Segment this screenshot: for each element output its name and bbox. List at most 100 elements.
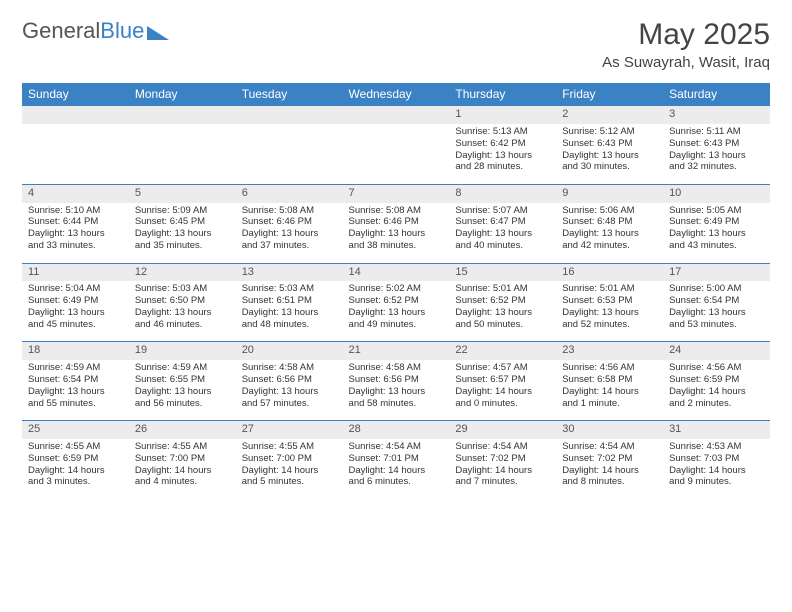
day-number: 11: [22, 264, 129, 282]
day-cell-number: 26: [129, 421, 236, 439]
day-number: 21: [343, 342, 450, 360]
day-cell-detail: Sunrise: 4:56 AMSunset: 6:58 PMDaylight:…: [556, 360, 663, 421]
day-cell-detail: Sunrise: 5:05 AMSunset: 6:49 PMDaylight:…: [663, 203, 770, 264]
sunrise-text: Sunrise: 4:56 AM: [669, 362, 764, 374]
sunrise-text: Sunrise: 4:59 AM: [135, 362, 230, 374]
daylight-text: Daylight: 14 hours and 1 minute.: [562, 386, 657, 410]
day-number: 27: [236, 421, 343, 439]
sunrise-text: Sunrise: 5:07 AM: [455, 205, 550, 217]
sunrise-text: Sunrise: 5:00 AM: [669, 283, 764, 295]
daynum-row: 11121314151617: [22, 263, 770, 281]
day-cell-number: 8: [449, 184, 556, 202]
daylight-text: Daylight: 13 hours and 58 minutes.: [349, 386, 444, 410]
day-number: [236, 106, 343, 124]
sunset-text: Sunset: 7:00 PM: [135, 453, 230, 465]
day-cell-detail: [129, 124, 236, 185]
sunrise-text: Sunrise: 4:58 AM: [242, 362, 337, 374]
daylight-text: Daylight: 13 hours and 38 minutes.: [349, 228, 444, 252]
day-cell-detail: Sunrise: 5:02 AMSunset: 6:52 PMDaylight:…: [343, 281, 450, 342]
weekday-header: Friday: [556, 83, 663, 106]
daynum-row: 25262728293031: [22, 421, 770, 439]
daynum-row: 45678910: [22, 184, 770, 202]
day-cell-number: 16: [556, 263, 663, 281]
day-number: [343, 106, 450, 124]
day-cell-number: 24: [663, 342, 770, 360]
daylight-text: Daylight: 14 hours and 4 minutes.: [135, 465, 230, 489]
title-block: May 2025 As Suwayrah, Wasit, Iraq: [602, 18, 770, 71]
day-number: 5: [129, 185, 236, 203]
day-cell-detail: Sunrise: 4:53 AMSunset: 7:03 PMDaylight:…: [663, 439, 770, 499]
sunrise-text: Sunrise: 5:12 AM: [562, 126, 657, 138]
day-cell-detail: Sunrise: 5:12 AMSunset: 6:43 PMDaylight:…: [556, 124, 663, 185]
day-cell-detail: Sunrise: 5:13 AMSunset: 6:42 PMDaylight:…: [449, 124, 556, 185]
sunset-text: Sunset: 7:02 PM: [562, 453, 657, 465]
logo: GeneralBlue: [22, 18, 169, 44]
day-detail: Sunrise: 5:11 AMSunset: 6:43 PMDaylight:…: [663, 124, 770, 184]
day-cell-number: [236, 106, 343, 124]
day-cell-number: 12: [129, 263, 236, 281]
day-number: 26: [129, 421, 236, 439]
day-cell-number: 10: [663, 184, 770, 202]
sunset-text: Sunset: 6:56 PM: [242, 374, 337, 386]
day-cell-detail: Sunrise: 4:58 AMSunset: 6:56 PMDaylight:…: [343, 360, 450, 421]
day-cell-detail: Sunrise: 4:59 AMSunset: 6:54 PMDaylight:…: [22, 360, 129, 421]
day-cell-detail: Sunrise: 4:58 AMSunset: 6:56 PMDaylight:…: [236, 360, 343, 421]
sunset-text: Sunset: 7:01 PM: [349, 453, 444, 465]
day-detail: Sunrise: 5:08 AMSunset: 6:46 PMDaylight:…: [343, 203, 450, 263]
day-detail: Sunrise: 4:58 AMSunset: 6:56 PMDaylight:…: [343, 360, 450, 420]
day-cell-detail: Sunrise: 4:55 AMSunset: 7:00 PMDaylight:…: [129, 439, 236, 499]
day-cell-detail: Sunrise: 4:54 AMSunset: 7:02 PMDaylight:…: [449, 439, 556, 499]
daylight-text: Daylight: 13 hours and 55 minutes.: [28, 386, 123, 410]
day-detail: Sunrise: 5:13 AMSunset: 6:42 PMDaylight:…: [449, 124, 556, 184]
daylight-text: Daylight: 13 hours and 35 minutes.: [135, 228, 230, 252]
day-cell-number: 29: [449, 421, 556, 439]
day-cell-number: 28: [343, 421, 450, 439]
day-cell-number: 23: [556, 342, 663, 360]
header: GeneralBlue May 2025 As Suwayrah, Wasit,…: [22, 18, 770, 71]
day-cell-detail: [343, 124, 450, 185]
weekday-header: Monday: [129, 83, 236, 106]
logo-text-2: Blue: [100, 18, 144, 44]
day-cell-number: 4: [22, 184, 129, 202]
day-number: 29: [449, 421, 556, 439]
sunset-text: Sunset: 6:54 PM: [669, 295, 764, 307]
sunrise-text: Sunrise: 5:10 AM: [28, 205, 123, 217]
detail-row: Sunrise: 5:13 AMSunset: 6:42 PMDaylight:…: [22, 124, 770, 185]
day-cell-detail: Sunrise: 4:56 AMSunset: 6:59 PMDaylight:…: [663, 360, 770, 421]
day-cell-number: 15: [449, 263, 556, 281]
day-detail: Sunrise: 4:57 AMSunset: 6:57 PMDaylight:…: [449, 360, 556, 420]
sunset-text: Sunset: 6:50 PM: [135, 295, 230, 307]
sunrise-text: Sunrise: 5:06 AM: [562, 205, 657, 217]
sunrise-text: Sunrise: 5:01 AM: [455, 283, 550, 295]
day-number: 22: [449, 342, 556, 360]
sunrise-text: Sunrise: 5:03 AM: [242, 283, 337, 295]
day-detail: Sunrise: 5:01 AMSunset: 6:52 PMDaylight:…: [449, 281, 556, 341]
day-number: 24: [663, 342, 770, 360]
month-title: May 2025: [602, 18, 770, 52]
daylight-text: Daylight: 13 hours and 50 minutes.: [455, 307, 550, 331]
day-detail: Sunrise: 5:07 AMSunset: 6:47 PMDaylight:…: [449, 203, 556, 263]
day-number: 6: [236, 185, 343, 203]
day-cell-detail: Sunrise: 4:57 AMSunset: 6:57 PMDaylight:…: [449, 360, 556, 421]
detail-row: Sunrise: 5:04 AMSunset: 6:49 PMDaylight:…: [22, 281, 770, 342]
day-number: 25: [22, 421, 129, 439]
sunrise-text: Sunrise: 4:59 AM: [28, 362, 123, 374]
daylight-text: Daylight: 13 hours and 52 minutes.: [562, 307, 657, 331]
sunrise-text: Sunrise: 5:11 AM: [669, 126, 764, 138]
calendar-table: Sunday Monday Tuesday Wednesday Thursday…: [22, 83, 770, 499]
day-number: 12: [129, 264, 236, 282]
daynum-row: 123: [22, 106, 770, 124]
detail-row: Sunrise: 5:10 AMSunset: 6:44 PMDaylight:…: [22, 203, 770, 264]
sunset-text: Sunset: 6:49 PM: [28, 295, 123, 307]
day-number: [22, 106, 129, 124]
day-detail: [236, 124, 343, 184]
detail-row: Sunrise: 4:55 AMSunset: 6:59 PMDaylight:…: [22, 439, 770, 499]
sunset-text: Sunset: 6:43 PM: [669, 138, 764, 150]
daylight-text: Daylight: 14 hours and 8 minutes.: [562, 465, 657, 489]
sunset-text: Sunset: 6:51 PM: [242, 295, 337, 307]
day-number: 9: [556, 185, 663, 203]
day-number: 2: [556, 106, 663, 124]
day-number: 4: [22, 185, 129, 203]
day-detail: Sunrise: 4:56 AMSunset: 6:59 PMDaylight:…: [663, 360, 770, 420]
day-cell-number: 7: [343, 184, 450, 202]
